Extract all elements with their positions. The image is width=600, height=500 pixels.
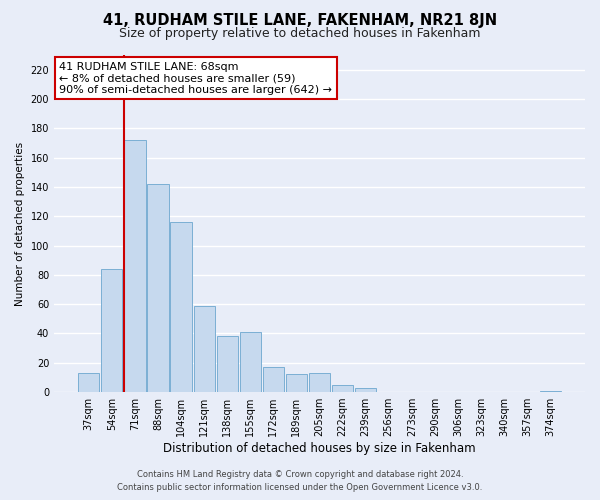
Text: Size of property relative to detached houses in Fakenham: Size of property relative to detached ho… [119, 28, 481, 40]
X-axis label: Distribution of detached houses by size in Fakenham: Distribution of detached houses by size … [163, 442, 476, 455]
Bar [355, 388, 376, 392]
Bar [286, 374, 307, 392]
Text: 41, RUDHAM STILE LANE, FAKENHAM, NR21 8JN: 41, RUDHAM STILE LANE, FAKENHAM, NR21 8J… [103, 12, 497, 28]
Bar [78, 373, 100, 392]
Bar [539, 390, 561, 392]
Bar [309, 373, 330, 392]
Bar [217, 336, 238, 392]
Text: 41 RUDHAM STILE LANE: 68sqm
← 8% of detached houses are smaller (59)
90% of semi: 41 RUDHAM STILE LANE: 68sqm ← 8% of deta… [59, 62, 332, 95]
Bar [194, 306, 215, 392]
Text: Contains HM Land Registry data © Crown copyright and database right 2024.
Contai: Contains HM Land Registry data © Crown c… [118, 470, 482, 492]
Bar [263, 367, 284, 392]
Bar [101, 269, 122, 392]
Bar [148, 184, 169, 392]
Bar [332, 385, 353, 392]
Bar [239, 332, 261, 392]
Y-axis label: Number of detached properties: Number of detached properties [15, 142, 25, 306]
Bar [170, 222, 191, 392]
Bar [124, 140, 146, 392]
